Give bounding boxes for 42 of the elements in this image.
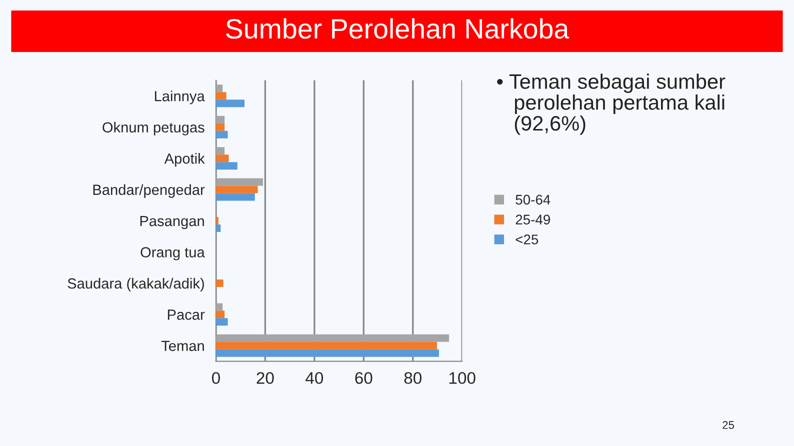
bar	[216, 303, 223, 311]
x-tick-label: 80	[404, 372, 422, 384]
bar	[216, 334, 450, 342]
y-tick-label: Teman	[161, 340, 204, 352]
text: 25	[722, 421, 734, 429]
bar	[216, 342, 437, 350]
text: • Teman sebagai sumber perolehan pertama kali (92,6%)	[497, 74, 726, 135]
bar	[216, 349, 439, 357]
y-tick-label: Pacar	[168, 310, 205, 320]
bar	[216, 193, 255, 201]
chart-title: Sumber Perolehan Narkoba	[226, 18, 570, 39]
bar	[216, 154, 229, 162]
bar	[216, 186, 258, 194]
legend-label: 25-49	[516, 214, 550, 224]
bar	[216, 116, 225, 124]
bar	[216, 224, 221, 232]
bar	[216, 100, 245, 108]
bar	[216, 279, 224, 287]
legend-label: 50-64	[516, 194, 550, 205]
y-tick-label: Orang tua	[140, 247, 205, 260]
x-tick-label: 0	[212, 372, 220, 384]
y-tick-label: Saudara (kakak/adik)	[68, 278, 204, 292]
bar	[216, 130, 228, 138]
bar	[216, 310, 225, 318]
y-tick-label: Pasangan	[140, 216, 204, 230]
x-tick-label: 20	[256, 372, 274, 384]
x-tick-label: 40	[306, 372, 324, 384]
bar	[216, 318, 228, 326]
y-tick-label: Lainnya	[154, 90, 205, 104]
legend-label: <25	[516, 234, 538, 244]
bar	[216, 178, 263, 186]
x-tick-label: 100	[449, 372, 476, 384]
y-tick-label: Bandar/pengedar	[93, 184, 205, 198]
bar	[216, 123, 225, 131]
bar	[216, 84, 223, 92]
bar	[216, 147, 225, 155]
bar	[216, 162, 238, 170]
bar	[216, 92, 226, 100]
bar	[216, 217, 218, 225]
y-tick-label: Oknum petugas	[102, 122, 204, 136]
y-tick-label: Apotik	[164, 153, 205, 167]
x-tick-label: 60	[355, 372, 372, 384]
